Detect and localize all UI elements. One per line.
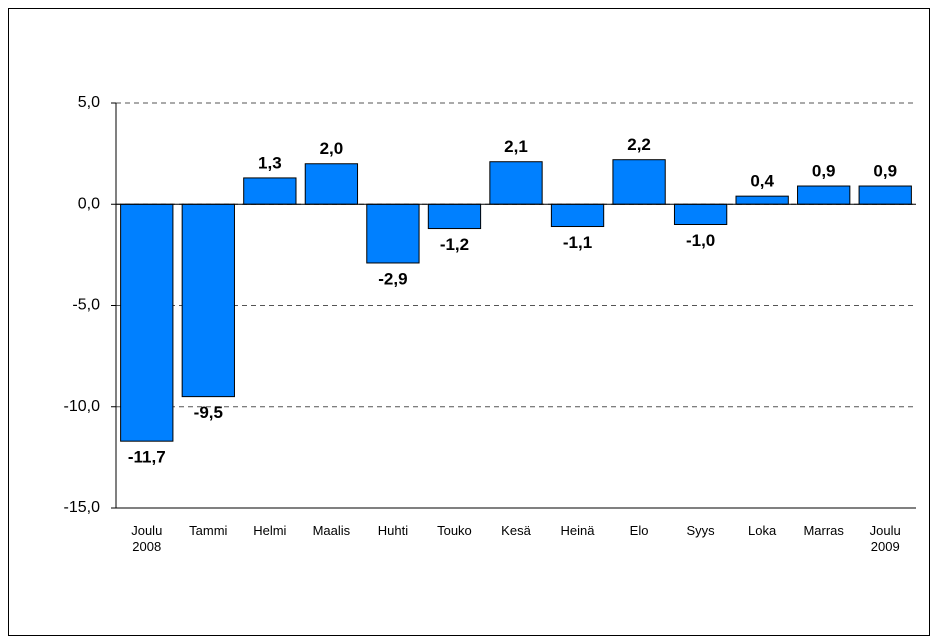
x-tick-label: Heinä bbox=[560, 523, 595, 538]
value-label: -11,7 bbox=[128, 448, 166, 467]
bar bbox=[243, 177, 297, 205]
value-label: 0,9 bbox=[812, 162, 836, 181]
bar bbox=[673, 203, 728, 225]
bar bbox=[427, 203, 482, 230]
x-tick-label: Maalis bbox=[312, 523, 351, 538]
y-tick-label: -15,0 bbox=[64, 499, 101, 516]
x-tick-label: Syys bbox=[686, 523, 715, 538]
bar bbox=[550, 203, 605, 228]
x-tick-label: Marras bbox=[803, 523, 844, 538]
value-label: -1,1 bbox=[563, 233, 592, 252]
value-label: 2,1 bbox=[504, 137, 528, 156]
y-tick-label: 5,0 bbox=[78, 94, 100, 111]
value-label: 1,3 bbox=[258, 153, 282, 172]
x-tick-label: Loka bbox=[748, 523, 777, 538]
x-tick-label: Joulu 2009 bbox=[869, 523, 901, 554]
value-label: 2,0 bbox=[320, 139, 344, 158]
bar bbox=[858, 185, 912, 205]
value-label: 2,2 bbox=[627, 135, 651, 154]
value-label: -1,0 bbox=[686, 231, 715, 250]
x-tick-label: Tammi bbox=[189, 523, 228, 538]
x-tick-label: Joulu 2008 bbox=[131, 523, 163, 554]
y-tick-label: -10,0 bbox=[64, 398, 101, 415]
bar bbox=[735, 195, 789, 205]
value-label: -9,5 bbox=[194, 403, 223, 422]
bar bbox=[797, 185, 851, 205]
y-tick-label: -5,0 bbox=[72, 297, 100, 314]
value-label: -1,2 bbox=[440, 235, 469, 254]
y-tick-label: 0,0 bbox=[78, 195, 100, 212]
bar bbox=[489, 161, 543, 205]
bar bbox=[304, 163, 359, 205]
x-tick-label: Touko bbox=[437, 523, 472, 538]
x-tick-label: Helmi bbox=[253, 523, 287, 538]
x-tick-label: Kesä bbox=[501, 523, 531, 538]
x-tick-label: Huhti bbox=[377, 523, 409, 538]
bar bbox=[181, 203, 235, 398]
x-tick-label: Elo bbox=[629, 523, 649, 538]
value-label: 0,9 bbox=[873, 162, 897, 181]
value-label: -2,9 bbox=[378, 269, 407, 288]
value-label: 0,4 bbox=[750, 172, 774, 191]
bar bbox=[612, 159, 666, 205]
bar bbox=[120, 203, 174, 442]
bar bbox=[366, 203, 420, 264]
